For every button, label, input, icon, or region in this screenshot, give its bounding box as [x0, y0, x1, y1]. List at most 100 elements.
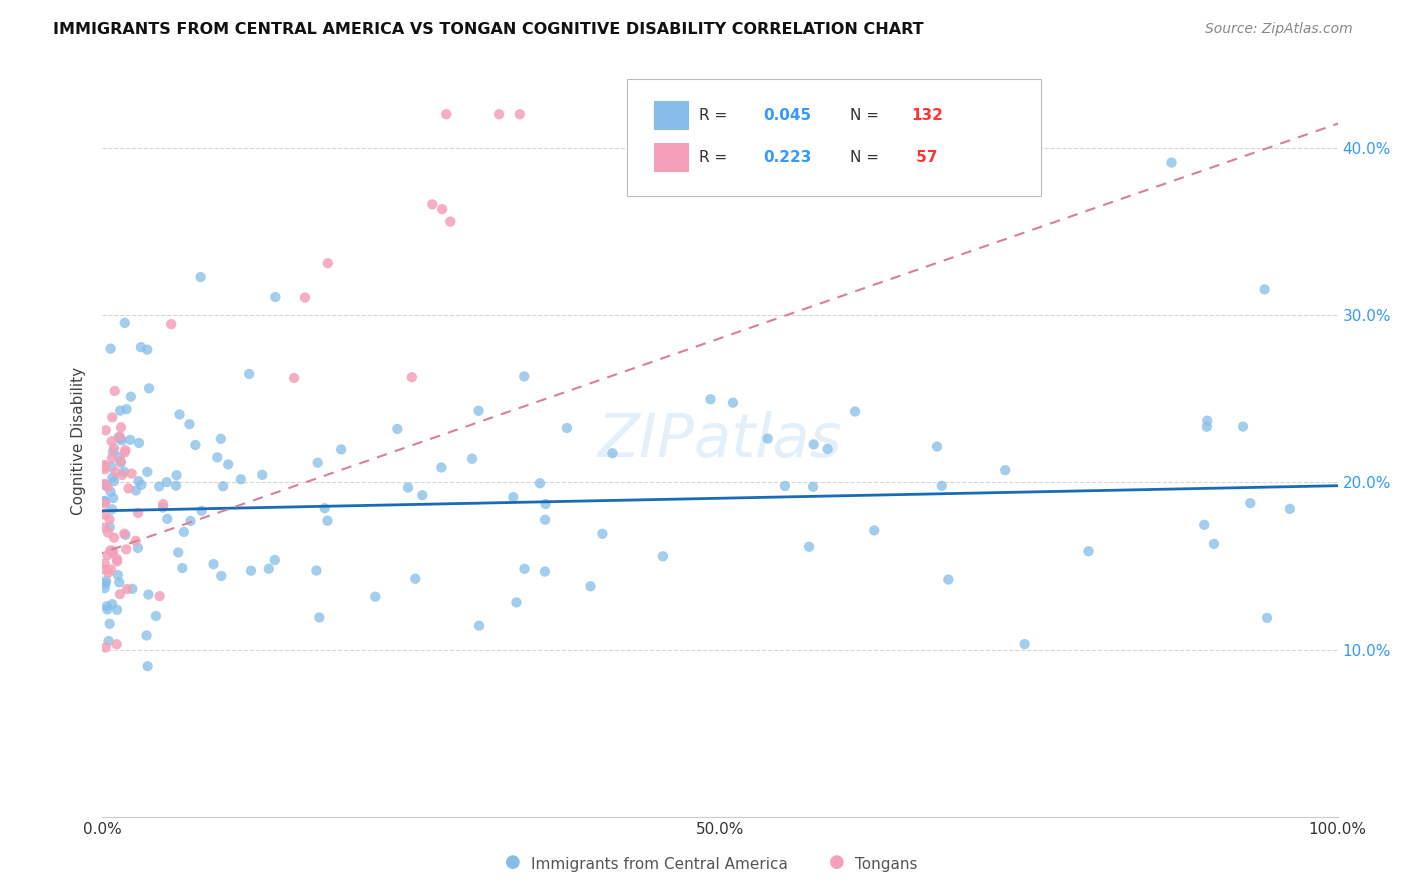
Point	[114, 445, 136, 459]
Point	[307, 456, 329, 470]
Point	[100, 459, 122, 474]
Point	[173, 524, 195, 539]
Point	[94, 423, 117, 437]
Point	[111, 434, 134, 448]
Text: ZIPatlas: ZIPatlas	[598, 411, 842, 470]
Point	[93, 458, 115, 472]
Y-axis label: Cognitive Disability: Cognitive Disability	[72, 367, 86, 515]
Point	[179, 514, 201, 528]
Point	[93, 521, 115, 535]
Point	[96, 599, 118, 614]
Point	[114, 316, 136, 330]
Point	[105, 552, 128, 566]
Point	[127, 541, 149, 555]
Point	[529, 476, 551, 491]
Point	[209, 569, 232, 583]
Point	[101, 546, 124, 560]
Point	[166, 468, 188, 483]
Point	[149, 589, 172, 603]
Point	[96, 549, 118, 563]
Point	[308, 610, 330, 624]
Point	[1202, 537, 1225, 551]
Point	[98, 616, 121, 631]
Text: 132: 132	[911, 108, 943, 123]
Point	[94, 478, 117, 492]
Point	[420, 197, 443, 211]
Point	[120, 433, 142, 447]
Point	[131, 478, 153, 492]
Point	[803, 437, 825, 451]
Point	[101, 502, 124, 516]
Point	[100, 342, 122, 356]
Point	[439, 214, 461, 228]
Point	[121, 467, 143, 481]
Point	[330, 442, 353, 457]
Point	[257, 562, 280, 576]
Point	[98, 512, 121, 526]
Point	[651, 549, 673, 564]
Point	[461, 451, 484, 466]
Point	[212, 479, 235, 493]
Point	[101, 450, 124, 465]
Point	[93, 478, 115, 492]
Text: N =: N =	[849, 108, 883, 123]
Point	[105, 637, 128, 651]
Point	[1197, 414, 1219, 428]
Point	[110, 454, 132, 468]
Point	[101, 597, 124, 611]
Point	[167, 545, 190, 559]
Point	[101, 444, 124, 458]
Text: Tongans: Tongans	[855, 857, 917, 871]
Point	[263, 553, 285, 567]
Point	[179, 417, 201, 432]
Point	[239, 564, 262, 578]
Point	[283, 371, 305, 385]
Point	[209, 432, 232, 446]
Point	[534, 497, 557, 511]
Point	[931, 479, 953, 493]
Point	[844, 404, 866, 418]
Point	[430, 460, 453, 475]
Point	[108, 429, 131, 443]
Point	[93, 557, 115, 571]
Point	[98, 520, 121, 534]
Point	[190, 504, 212, 518]
Point	[534, 513, 557, 527]
Point	[305, 564, 328, 578]
Point	[1195, 419, 1218, 434]
Point	[190, 270, 212, 285]
Point	[534, 565, 557, 579]
Point	[238, 367, 260, 381]
Point	[699, 392, 721, 407]
Point	[104, 384, 127, 398]
Point	[138, 588, 160, 602]
Point	[579, 579, 602, 593]
Point	[152, 497, 174, 511]
FancyBboxPatch shape	[654, 101, 689, 129]
Point	[1253, 282, 1275, 296]
Point	[103, 474, 125, 488]
Point	[1278, 501, 1301, 516]
Text: N =: N =	[849, 150, 883, 165]
Point	[101, 470, 124, 484]
Point	[108, 450, 131, 465]
Point	[93, 581, 115, 595]
Point	[364, 590, 387, 604]
Point	[184, 438, 207, 452]
Point	[101, 410, 124, 425]
Point	[145, 609, 167, 624]
Point	[114, 528, 136, 542]
Point	[94, 497, 117, 511]
Point	[387, 422, 409, 436]
Point	[97, 634, 120, 648]
Point	[1192, 517, 1215, 532]
Point	[148, 479, 170, 493]
Point	[1232, 419, 1254, 434]
FancyBboxPatch shape	[654, 143, 689, 172]
Point	[128, 436, 150, 450]
Point	[93, 563, 115, 577]
Point	[127, 474, 149, 488]
Point	[138, 381, 160, 395]
Point	[107, 568, 129, 582]
Point	[107, 430, 129, 444]
